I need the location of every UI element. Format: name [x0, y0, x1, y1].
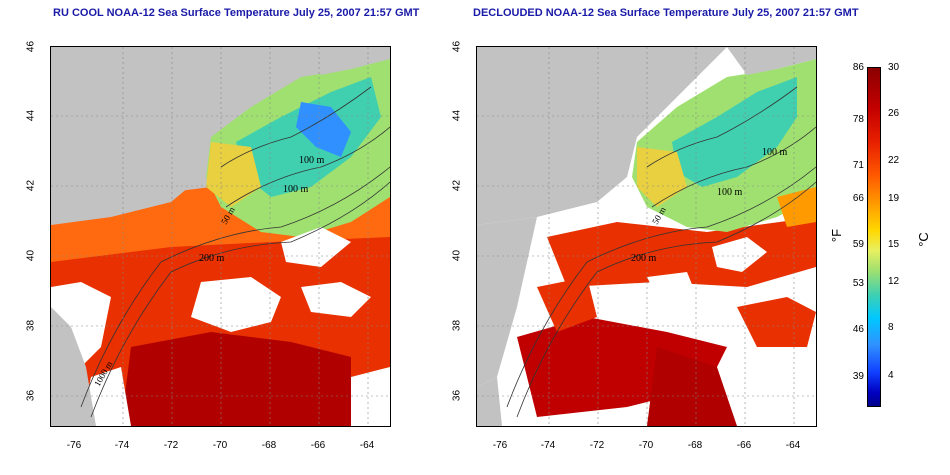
lon-tick-left: -70 — [212, 440, 228, 451]
colorbar-c-label: 22 — [888, 155, 900, 166]
lon-tick-left: -76 — [66, 440, 82, 451]
colorbar-c-label: 19 — [888, 193, 900, 204]
lat-tick-left: 44 — [25, 109, 37, 122]
left-map-title: RU COOL NOAA-12 Sea Surface Temperature … — [53, 7, 420, 19]
lat-tick-right: 46 — [451, 40, 463, 53]
colorbar-f-label: 71 — [852, 160, 864, 171]
lat-tick-right: 44 — [451, 109, 463, 122]
lon-tick-left: -74 — [114, 440, 130, 451]
lat-tick-left: 40 — [25, 249, 37, 262]
lon-tick-right: -70 — [638, 440, 654, 451]
right-map-title: DECLOUDED NOAA-12 Sea Surface Temperatur… — [473, 7, 859, 19]
lon-tick-right: -66 — [736, 440, 752, 451]
sst-map-panel-right: 100 m 100 m 50 m 200 m — [476, 46, 817, 427]
sst-map-panel-left: 100 m 100 m 50 m 200 m 1000 m — [50, 46, 391, 427]
isobath-label-200m: 200 m — [199, 253, 225, 264]
lon-tick-left: -68 — [261, 440, 277, 451]
lat-tick-right: 38 — [451, 319, 463, 332]
celsius-unit-label: °C — [915, 232, 931, 247]
colorbar-f-label: 53 — [852, 278, 864, 289]
lat-tick-left: 38 — [25, 319, 37, 332]
lon-tick-left: -66 — [310, 440, 326, 451]
colorbar-f-label: 66 — [852, 193, 864, 204]
isobath-label-100m-upper: 100 m — [299, 155, 325, 166]
fahrenheit-unit-label: °F — [829, 228, 845, 243]
colorbar-c-label: 30 — [888, 62, 900, 73]
colorbar-c-label: 12 — [888, 276, 900, 287]
lon-tick-right: -72 — [589, 440, 605, 451]
lat-tick-right: 42 — [451, 179, 463, 192]
isobath-label-100m-upper: 100 m — [762, 147, 788, 158]
temperature-colorbar — [867, 67, 881, 407]
lat-tick-right: 36 — [451, 389, 463, 402]
lat-tick-left: 46 — [25, 40, 37, 53]
lat-tick-right: 40 — [451, 249, 463, 262]
isobath-label-200m: 200 m — [631, 253, 657, 264]
lon-tick-right: -74 — [540, 440, 556, 451]
isobath-label-100m: 100 m — [717, 187, 743, 198]
lat-tick-left: 36 — [25, 389, 37, 402]
lon-tick-right: -64 — [785, 440, 801, 451]
colorbar-f-label: 39 — [852, 371, 864, 382]
colorbar-f-label: 86 — [852, 62, 864, 73]
lon-tick-right: -76 — [492, 440, 508, 451]
colorbar-f-label: 46 — [852, 324, 864, 335]
colorbar-c-label: 15 — [888, 239, 900, 250]
colorbar-c-label: 26 — [888, 108, 900, 119]
colorbar-f-label: 78 — [852, 114, 864, 125]
colorbar-c-label: 8 — [888, 322, 894, 333]
colorbar-f-label: 59 — [852, 239, 864, 250]
isobath-label-100m: 100 m — [283, 184, 309, 195]
lon-tick-left: -72 — [163, 440, 179, 451]
lon-tick-right: -68 — [687, 440, 703, 451]
lat-tick-left: 42 — [25, 179, 37, 192]
lon-tick-left: -64 — [359, 440, 375, 451]
colorbar-c-label: 4 — [888, 370, 894, 381]
